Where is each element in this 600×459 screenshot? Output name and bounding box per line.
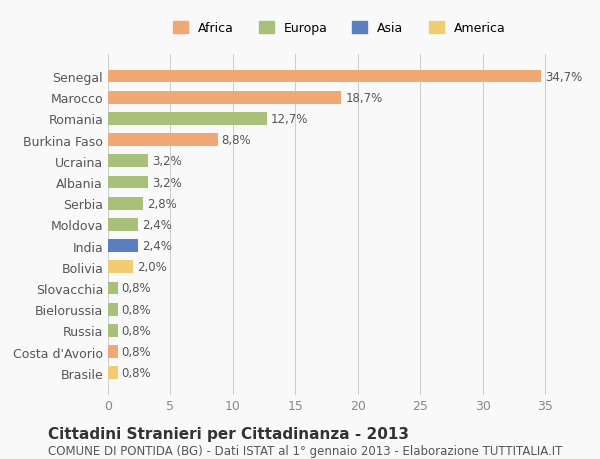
Text: 0,8%: 0,8% bbox=[122, 303, 151, 316]
Bar bbox=[108, 218, 138, 231]
Bar bbox=[108, 134, 218, 147]
Bar bbox=[108, 197, 143, 210]
Text: 0,8%: 0,8% bbox=[122, 366, 151, 380]
Bar bbox=[108, 240, 138, 252]
Text: COMUNE DI PONTIDA (BG) - Dati ISTAT al 1° gennaio 2013 - Elaborazione TUTTITALIA: COMUNE DI PONTIDA (BG) - Dati ISTAT al 1… bbox=[48, 444, 562, 458]
Bar bbox=[108, 282, 118, 295]
Bar bbox=[108, 155, 148, 168]
Bar bbox=[108, 92, 341, 104]
Text: 0,8%: 0,8% bbox=[122, 345, 151, 358]
Text: 3,2%: 3,2% bbox=[152, 176, 181, 189]
Bar bbox=[108, 71, 541, 83]
Bar bbox=[108, 176, 148, 189]
Bar bbox=[108, 367, 118, 379]
Text: 2,4%: 2,4% bbox=[142, 218, 172, 231]
Bar bbox=[108, 303, 118, 316]
Bar bbox=[108, 325, 118, 337]
Text: 18,7%: 18,7% bbox=[345, 91, 382, 105]
Text: 34,7%: 34,7% bbox=[545, 70, 582, 84]
Text: 2,4%: 2,4% bbox=[142, 240, 172, 252]
Text: 8,8%: 8,8% bbox=[221, 134, 251, 147]
Bar bbox=[108, 346, 118, 358]
Text: 2,0%: 2,0% bbox=[137, 261, 166, 274]
Bar bbox=[108, 261, 133, 274]
Text: 2,8%: 2,8% bbox=[147, 197, 176, 210]
Legend: Africa, Europa, Asia, America: Africa, Europa, Asia, America bbox=[167, 17, 511, 40]
Text: 3,2%: 3,2% bbox=[152, 155, 181, 168]
Text: 0,8%: 0,8% bbox=[122, 324, 151, 337]
Text: Cittadini Stranieri per Cittadinanza - 2013: Cittadini Stranieri per Cittadinanza - 2… bbox=[48, 426, 409, 442]
Bar bbox=[108, 113, 266, 125]
Text: 0,8%: 0,8% bbox=[122, 282, 151, 295]
Text: 12,7%: 12,7% bbox=[271, 112, 308, 126]
